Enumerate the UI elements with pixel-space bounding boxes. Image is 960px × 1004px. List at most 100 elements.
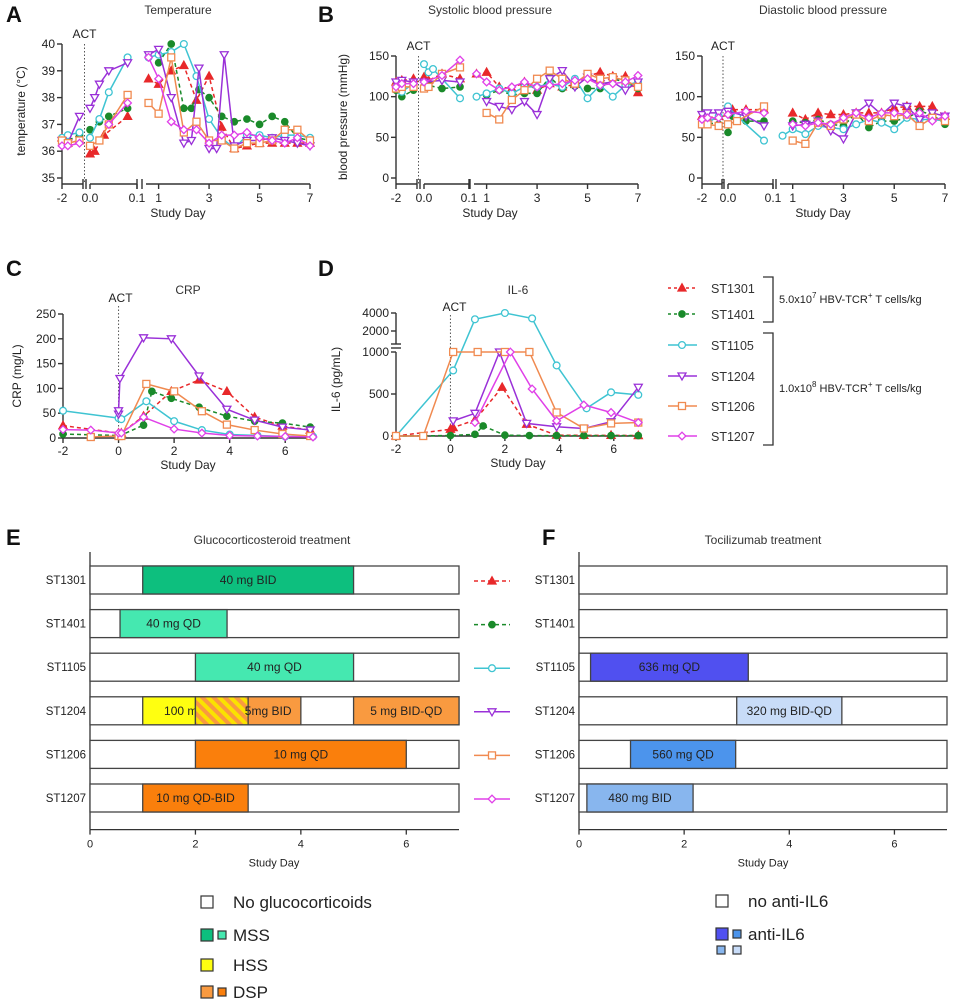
data-point [877,118,886,127]
data-point [280,117,289,126]
x-tick-label: -2 [391,442,402,456]
y-axis-label: blood pressure (mmHg) [336,54,350,180]
gantt-row: ST1206 10 mg QD [46,739,460,770]
legend-label: No glucocorticoids [233,893,372,912]
x-tick-label: -2 [391,191,402,205]
data-point [192,117,201,126]
data-point [838,113,849,123]
treatment-bar [736,696,843,726]
data-point [305,141,315,151]
row-label: ST1207 [46,793,86,805]
dose-label-part: 5.0x10 [779,294,812,306]
data-point [608,92,617,101]
legend-item: anti-IL6 [715,925,805,955]
treatment-bar [194,739,407,770]
data-point [812,107,824,117]
legend-label: ST1207 [711,430,755,444]
treatment-bar-label: 636 mg QD [639,660,701,674]
data-point [902,109,912,120]
dose-label-part: HBV-TCR [816,383,867,395]
data-point [545,66,554,75]
data-point [252,431,263,441]
data-point [75,128,84,137]
series-line [395,312,639,437]
x-tick-label: 6 [403,839,409,851]
data-point [95,114,104,124]
legend-swatch [200,958,214,972]
dose-group-label: 1.0x108 HBV-TCR+ T cells/kg [779,380,922,395]
y-tick-label: 40 [42,37,56,51]
series-st1207 [58,412,318,442]
data-point [497,381,508,391]
treatment-legend: no anti-IL6 anti-IL6 [715,892,828,955]
x-tick-label: 4 [298,839,304,851]
data-point [633,417,643,428]
y-tick-label: 100 [369,90,389,104]
data-point [178,59,189,70]
series-line [108,102,129,125]
data-point [142,379,151,389]
act-label: ACT [109,291,134,305]
data-point [940,111,950,121]
data-point [143,73,154,83]
data-point [85,141,95,150]
data-point [86,425,96,435]
gantt-row: ST1207 10 mg QD-BID [46,783,460,813]
data-point [494,85,504,95]
data-point [901,102,913,112]
x-tick-label: 0.1 [461,191,478,205]
data-point [63,141,73,151]
data-point [579,424,588,433]
data-point [58,424,68,435]
data-point [224,430,235,441]
data-point [104,119,114,130]
y-tick-label: 0 [382,429,389,443]
treatment-bar-label: 10 mg QD-BID [156,791,235,805]
data-point [424,82,433,92]
legend-item: ST1301 [668,282,755,296]
dose-group-bracket: 1.0x108 HBV-TCR+ T cells/kg [763,332,922,446]
series-line [89,57,129,139]
data-point [481,66,492,76]
legend-label: no anti-IL6 [748,892,828,911]
series-st1204 [113,334,316,436]
data-point [801,130,810,139]
data-point [219,51,230,61]
data-point [759,136,769,145]
data-point [293,125,302,134]
data-point [58,406,68,415]
data-point [308,432,318,442]
gantt-row: ST1401 40 mg QD [46,608,460,639]
y-tick-label: 150 [36,357,56,371]
data-point [154,109,163,118]
data-point [204,138,214,148]
x-tick-label: 2 [502,442,509,456]
data-point [552,361,561,370]
data-point [205,93,213,102]
treatment-bar [586,783,694,813]
gantt-row: ST1105 636 mg QD [536,652,948,682]
dose-label-part: 1.0x10 [779,383,812,395]
data-point [507,82,517,92]
data-point [268,112,277,121]
x-axis-label: Study Day [738,858,789,870]
row-background [578,565,948,595]
data-point [89,145,100,155]
key-marker [486,575,498,585]
x-tick-label: 0.0 [82,191,99,205]
legend-label: anti-IL6 [748,925,805,944]
data-point [197,407,207,416]
panel-letter-a: A [6,2,22,27]
data-point [113,407,124,417]
series-line [117,337,311,431]
legend-item: ST1207 [668,430,755,444]
data-point [197,428,207,438]
treatment-bar [142,696,197,726]
data-point [216,121,227,131]
y-tick-label: 2000 [362,324,389,338]
data-point [583,84,592,93]
row-label: ST1105 [536,662,575,674]
data-point [419,77,429,87]
data-point [148,387,156,396]
